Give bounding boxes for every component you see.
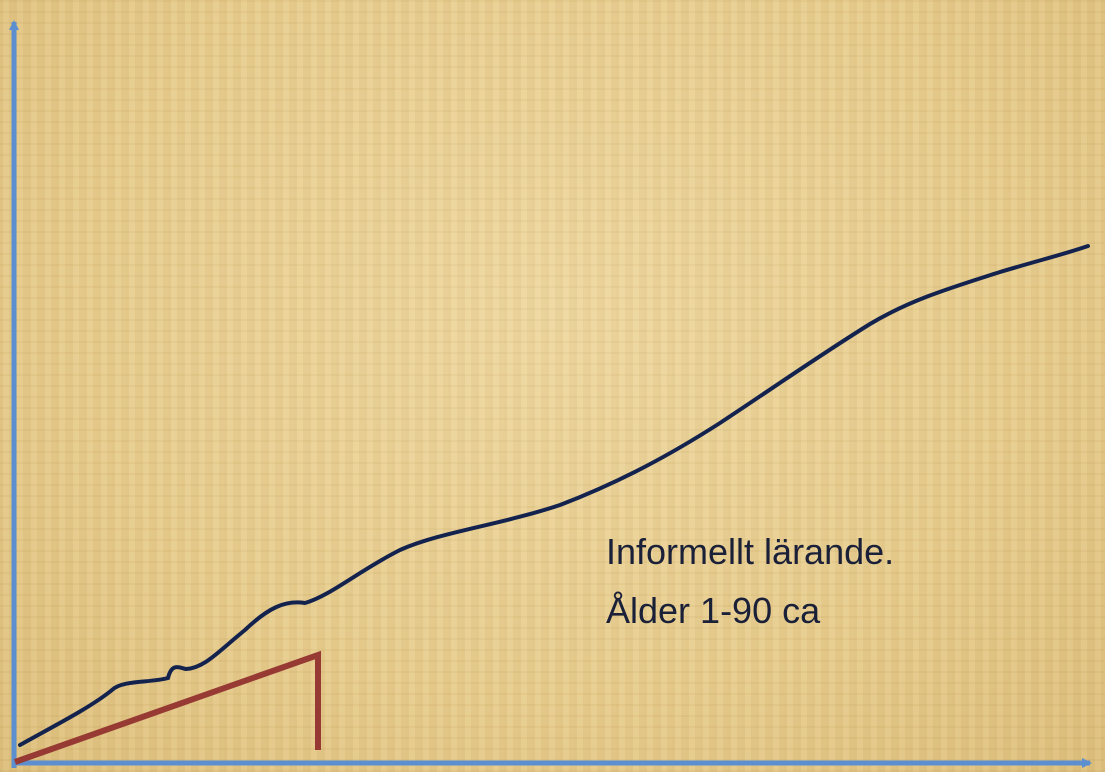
formal-learning-line — [14, 650, 321, 765]
informal-learning-curve — [18, 244, 1090, 747]
label-line: Informellt lärande. — [606, 531, 894, 572]
label-line: Ålder 1-90 ca — [606, 590, 821, 631]
